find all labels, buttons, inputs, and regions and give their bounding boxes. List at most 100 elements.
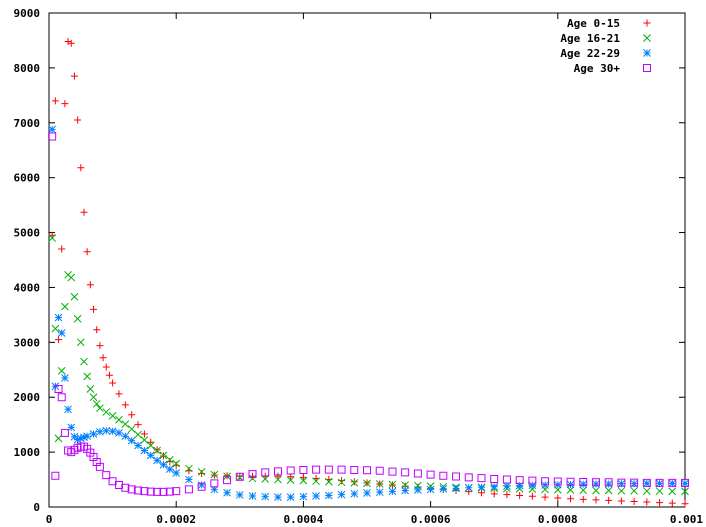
- data-point: [363, 466, 371, 475]
- data-point: [375, 488, 384, 497]
- data-point: [70, 445, 79, 454]
- data-point: [121, 401, 129, 409]
- data-point: [503, 491, 511, 499]
- data-point: [67, 273, 76, 282]
- data-point: [108, 412, 117, 420]
- data-point: [223, 488, 231, 497]
- data-point: [516, 491, 524, 499]
- data-point: [51, 324, 60, 333]
- data-point: [477, 474, 486, 483]
- data-point: [452, 472, 461, 481]
- data-point: [83, 372, 92, 381]
- data-point: [121, 432, 130, 441]
- data-point: [337, 465, 346, 474]
- data-point: [48, 234, 57, 242]
- data-point: [655, 478, 664, 487]
- x-tick-label: 0.001: [670, 513, 703, 526]
- data-point: [375, 466, 384, 475]
- data-point: [166, 457, 174, 465]
- series-4: [48, 132, 689, 496]
- data-point: [64, 405, 72, 414]
- data-point: [554, 494, 562, 502]
- data-point: [350, 465, 359, 474]
- y-tick-label: 6000: [14, 172, 41, 185]
- data-point: [73, 314, 82, 323]
- data-point: [528, 481, 537, 490]
- data-point: [604, 486, 613, 495]
- data-point: [630, 479, 638, 488]
- data-point: [553, 477, 562, 486]
- y-tick-label: 2000: [14, 391, 41, 404]
- data-point: [299, 492, 308, 501]
- data-point: [248, 492, 257, 500]
- x-tick-label: 0.0006: [411, 513, 451, 526]
- series-1: [48, 38, 689, 508]
- data-point: [286, 493, 295, 501]
- data-point: [61, 374, 69, 382]
- data-point: [140, 446, 149, 455]
- data-point: [127, 425, 136, 433]
- data-point: [172, 469, 181, 477]
- data-point: [630, 486, 638, 495]
- data-point: [115, 415, 123, 424]
- data-point: [74, 116, 82, 124]
- data-point: [681, 479, 689, 488]
- data-point: [617, 478, 626, 487]
- data-point: [388, 487, 397, 496]
- data-point: [185, 464, 193, 473]
- data-point: [95, 462, 104, 471]
- data-point: [235, 472, 244, 481]
- data-point: [273, 467, 282, 476]
- legend-marker: [643, 34, 651, 42]
- data-point: [198, 470, 206, 478]
- x-tick-label: 0.0008: [538, 513, 578, 526]
- data-point: [48, 125, 57, 134]
- data-point: [165, 465, 174, 473]
- data-point: [67, 39, 75, 47]
- data-point: [592, 486, 600, 495]
- data-point: [299, 476, 308, 485]
- data-point: [681, 500, 689, 508]
- data-point: [401, 481, 410, 489]
- data-point: [439, 485, 448, 493]
- data-point: [566, 480, 575, 489]
- data-point: [312, 492, 320, 500]
- data-point: [54, 313, 63, 322]
- data-point: [605, 496, 613, 504]
- data-point: [80, 208, 88, 216]
- data-point: [134, 421, 142, 429]
- data-point: [210, 470, 219, 479]
- data-point: [86, 281, 94, 289]
- data-point: [105, 371, 113, 379]
- data-point: [439, 471, 448, 480]
- data-point: [337, 478, 346, 487]
- data-point: [172, 461, 180, 469]
- y-tick-label: 7000: [14, 117, 41, 130]
- data-point: [64, 446, 73, 455]
- data-point: [312, 465, 321, 474]
- data-point: [153, 446, 161, 455]
- y-tick-label: 9000: [14, 7, 41, 20]
- data-point: [464, 483, 473, 492]
- data-point: [286, 466, 295, 475]
- data-point: [223, 476, 232, 485]
- data-point: [604, 480, 613, 488]
- data-point: [591, 478, 600, 487]
- data-point: [643, 498, 651, 506]
- data-point: [515, 481, 524, 490]
- data-point: [337, 490, 346, 499]
- data-point: [490, 475, 499, 484]
- data-point: [134, 441, 142, 450]
- data-point: [127, 485, 136, 494]
- data-point: [102, 363, 110, 371]
- data-point: [350, 489, 359, 498]
- data-point: [642, 478, 651, 487]
- data-point: [668, 487, 677, 496]
- data-point: [159, 460, 168, 469]
- data-point: [401, 486, 410, 495]
- data-point: [93, 326, 101, 334]
- data-point: [604, 478, 613, 487]
- data-point: [592, 496, 600, 504]
- data-point: [92, 399, 101, 408]
